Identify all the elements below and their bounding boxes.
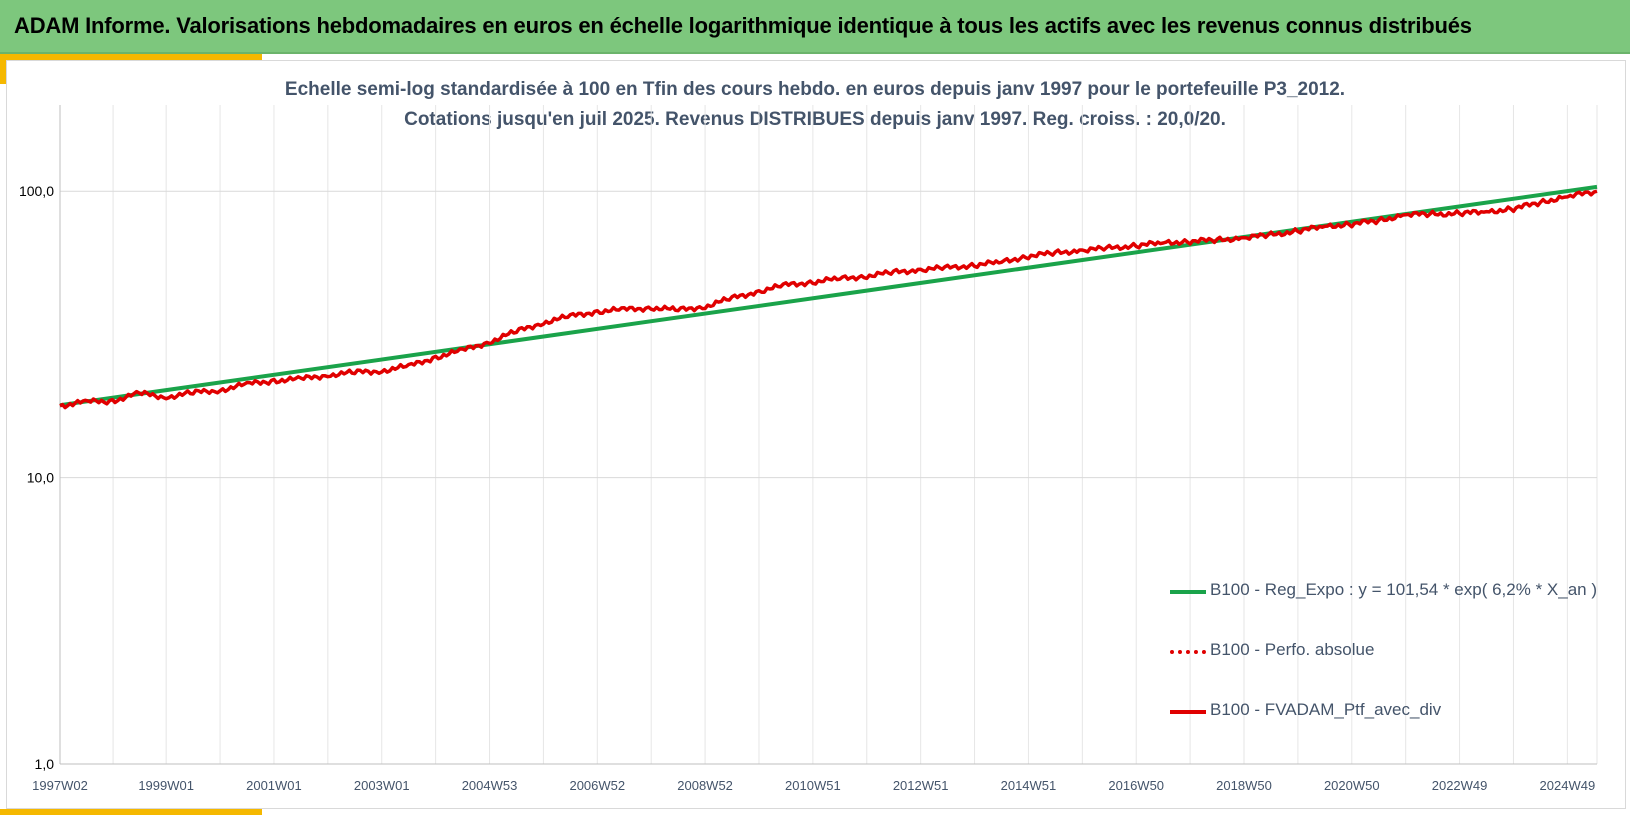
- y-tick-label: 1,0: [35, 756, 55, 772]
- accent-bar-bottom: [0, 809, 262, 815]
- x-tick-label: 2018W50: [1216, 778, 1272, 793]
- legend-label-portfolio: B100 - FVADAM_Ptf_avec_div: [1210, 700, 1442, 719]
- header-banner: ADAM Informe. Valorisations hebdomadaire…: [0, 0, 1630, 54]
- chart-frame: [6, 60, 1626, 809]
- x-tick-label: 2020W50: [1324, 778, 1380, 793]
- accent-bar-left: [0, 54, 6, 84]
- chart-title: Echelle semi-log standardisée à 100 en T…: [284, 79, 1346, 100]
- chart-subtitle: Cotations jusqu'en juil 2025. Revenus DI…: [404, 109, 1226, 130]
- x-tick-label: 2003W01: [354, 778, 410, 793]
- legend-label-perfo: B100 - Perfo. absolue: [1210, 640, 1375, 659]
- x-tick-label: 2012W51: [893, 778, 949, 793]
- series-line-regression: [59, 184, 1598, 408]
- x-tick-label: 2008W52: [677, 778, 733, 793]
- series-line-portfolio: [59, 189, 1598, 410]
- x-tick-label: 2014W51: [1001, 778, 1057, 793]
- x-tick-label: 1999W01: [138, 778, 194, 793]
- legend-swatch-regression: [1170, 590, 1206, 594]
- x-tick-label: 2024W49: [1540, 778, 1596, 793]
- x-tick-label: 2006W52: [569, 778, 625, 793]
- legend-swatch-perfo: [1170, 650, 1206, 654]
- y-tick-label: 100,0: [19, 183, 54, 199]
- x-tick-label: 2001W01: [246, 778, 302, 793]
- banner-title: ADAM Informe. Valorisations hebdomadaire…: [14, 13, 1472, 38]
- x-tick-label: 1997W02: [32, 778, 88, 793]
- x-tick-label: 2022W49: [1432, 778, 1488, 793]
- x-tick-label: 2010W51: [785, 778, 841, 793]
- accent-bar-top: [0, 54, 262, 60]
- x-tick-label: 2004W53: [462, 778, 518, 793]
- x-tick-label: 2016W50: [1108, 778, 1164, 793]
- y-tick-label: 10,0: [27, 470, 54, 486]
- legend-swatch-portfolio: [1170, 710, 1206, 714]
- legend-label-regression: B100 - Reg_Expo : y = 101,54 * exp( 6,2%…: [1210, 580, 1597, 599]
